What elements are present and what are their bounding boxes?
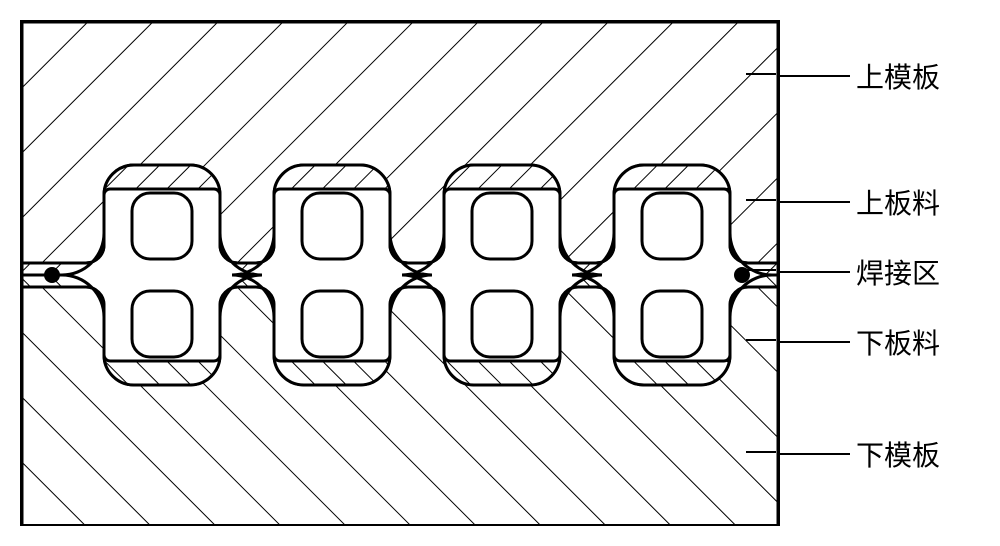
cross-section-svg (22, 22, 778, 524)
leader-line (780, 271, 850, 273)
leader-line (780, 201, 850, 203)
label-upper-die: 上模板 (780, 56, 940, 96)
label-upper-sheet: 上板料 (780, 182, 940, 222)
label-text-upper-die: 上模板 (856, 56, 940, 96)
label-text-lower-die: 下模板 (856, 434, 940, 474)
label-column: 上模板 上板料 焊接区 下板料 下模板 (790, 20, 990, 526)
label-text-upper-sheet: 上板料 (856, 182, 940, 222)
leader-line (780, 341, 850, 343)
label-text-lower-sheet: 下板料 (856, 322, 940, 362)
leader-line (780, 453, 850, 455)
label-weld-zone: 焊接区 (780, 252, 940, 292)
label-text-weld-zone: 焊接区 (856, 252, 940, 292)
label-lower-sheet: 下板料 (780, 322, 940, 362)
leader-line (780, 75, 850, 77)
label-lower-die: 下模板 (780, 434, 940, 474)
diagram-frame (20, 20, 780, 526)
